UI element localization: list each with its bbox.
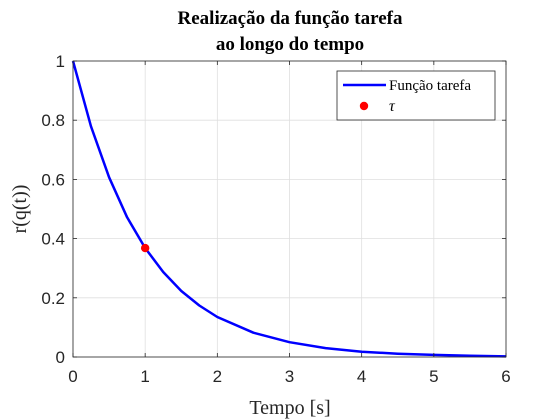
legend: Função tarefa τ <box>336 70 496 121</box>
legend-box <box>336 70 496 121</box>
y-tick-label: 0.8 <box>41 111 65 130</box>
series-line-funcao-tarefa <box>71 60 507 358</box>
plot-series <box>71 60 507 358</box>
x-tick-label: 6 <box>501 367 510 386</box>
tau-point-marker <box>140 243 150 253</box>
axis-ticks: 0 1 2 3 4 5 6 0 0.2 0.4 0.6 0.8 1 <box>41 52 510 386</box>
y-tick-label: 0 <box>56 348 65 367</box>
x-axis-label: Tempo [s] <box>249 397 330 419</box>
chart-title-line-1: Realização da função tarefa <box>178 8 403 29</box>
x-tick-label: 3 <box>285 367 294 386</box>
y-tick-label: 0.4 <box>41 230 65 249</box>
legend-label-funcao-tarefa: Função tarefa <box>389 78 471 94</box>
y-tick-label: 0.6 <box>41 170 65 189</box>
y-axis-label: r(q(t)) <box>9 185 31 234</box>
x-tick-label: 4 <box>357 367 366 386</box>
y-tick-label: 1 <box>56 52 65 71</box>
x-tick-label: 1 <box>140 367 149 386</box>
legend-label-tau: τ <box>389 98 396 115</box>
y-tick-label: 0.2 <box>41 289 65 308</box>
chart-title-line-2: ao longo do tempo <box>216 34 364 55</box>
x-tick-label: 0 <box>68 367 77 386</box>
legend-marker-sample <box>359 101 369 111</box>
x-tick-label: 2 <box>213 367 222 386</box>
x-tick-label: 5 <box>429 367 438 386</box>
